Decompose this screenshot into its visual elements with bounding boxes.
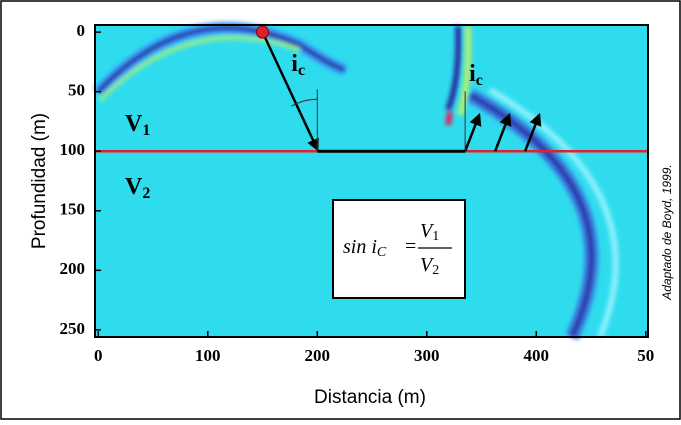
wavefront [445,25,462,112]
y-tick-label: 150 [60,200,86,219]
refracted-ray [493,112,512,152]
angle-label: ic [469,61,483,89]
x-tick-label: 400 [524,346,550,365]
x-axis-label: Distancia (m) [314,387,426,408]
label-main: V [125,111,143,137]
incident-ray [261,31,319,152]
formula-eq: = [405,236,416,258]
y-tick-label: 0 [77,21,86,40]
formula-den: V2 [420,254,439,279]
formula-part: sin i [343,236,377,258]
label-sub: c [476,72,483,89]
credit: Adaptado de Boyd, 1999. [660,164,674,300]
label-main: V [125,174,143,200]
formula-part: 2 [432,263,439,278]
formula-part: C [377,245,387,260]
source [256,25,270,39]
formula-part: 1 [432,229,439,244]
angle-arc [291,98,318,107]
y-axis-label: Profundidad (m) [29,113,50,249]
y-tick-label: 100 [60,140,86,159]
layer-label: V1 [125,111,150,139]
y-tick-label: 50 [68,81,85,100]
x-tick-label: 100 [195,346,221,365]
formula-box [332,199,466,299]
refracted-ray [463,112,482,152]
wavefront [457,25,472,116]
formula-part: V [420,220,435,242]
label-main: i [291,51,298,77]
plot-border [94,24,649,338]
formula-part: V [420,254,435,276]
wavefront [445,111,453,126]
label-sub: 2 [142,185,150,202]
angle-label: ic [291,51,305,79]
x-tick-label: 0 [94,346,103,365]
refracted-ray [523,112,542,152]
y-tick-label: 250 [60,319,86,338]
x-tick-label: 200 [305,346,331,365]
formula-num: V1 [420,220,439,245]
label-sub: 1 [142,122,150,139]
layer-label: V2 [125,174,150,202]
formula-lhs: sin iC [343,236,387,261]
x-tick-label: 50 [637,346,654,365]
label-main: i [469,61,476,87]
x-tick-label: 300 [414,346,440,365]
label-sub: c [298,62,305,79]
wavefront [98,35,301,102]
y-tick-label: 200 [60,259,86,278]
